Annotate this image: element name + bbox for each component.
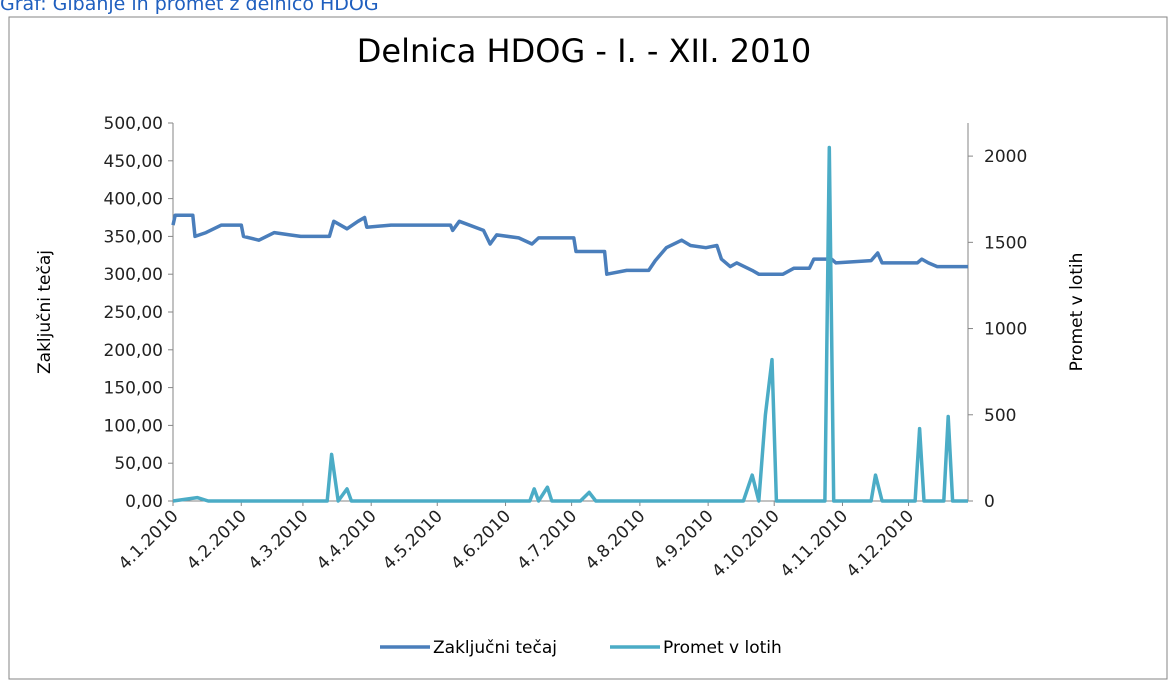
y-axis-title: Zaključni tečaj <box>35 250 55 374</box>
y2-axis-title: Promet v lotih <box>1067 253 1087 372</box>
y2-tick-label: 0 <box>984 492 995 512</box>
chart-frame <box>8 16 1168 680</box>
caption: Graf: Gibanje in promet z delnico HDOG <box>0 0 379 15</box>
y-tick-label: 150,00 <box>104 379 163 399</box>
y-tick-label: 200,00 <box>104 341 163 361</box>
series-line <box>171 213 968 276</box>
series-line <box>172 145 968 503</box>
y-tick-label: 300,00 <box>104 265 163 285</box>
y-tick-label: 500,00 <box>104 114 163 134</box>
y2-tick-label: 2000 <box>984 147 1027 167</box>
y2-tick-label: 1000 <box>984 320 1027 340</box>
y-tick-label: 0,00 <box>125 492 163 512</box>
y-tick-label: 400,00 <box>104 190 163 210</box>
y-tick-label: 250,00 <box>104 303 163 323</box>
legend-label: Promet v lotih <box>663 638 782 658</box>
y-tick-label: 50,00 <box>114 454 163 474</box>
chart-title: Delnica HDOG - I. - XII. 2010 <box>357 32 811 70</box>
y-tick-label: 450,00 <box>104 152 163 172</box>
y-tick-label: 100,00 <box>104 416 163 436</box>
y2-tick-label: 1500 <box>984 233 1027 253</box>
y2-tick-label: 500 <box>984 406 1016 426</box>
legend-label: Zaključni tečaj <box>433 638 557 658</box>
y-tick-label: 350,00 <box>104 227 163 247</box>
